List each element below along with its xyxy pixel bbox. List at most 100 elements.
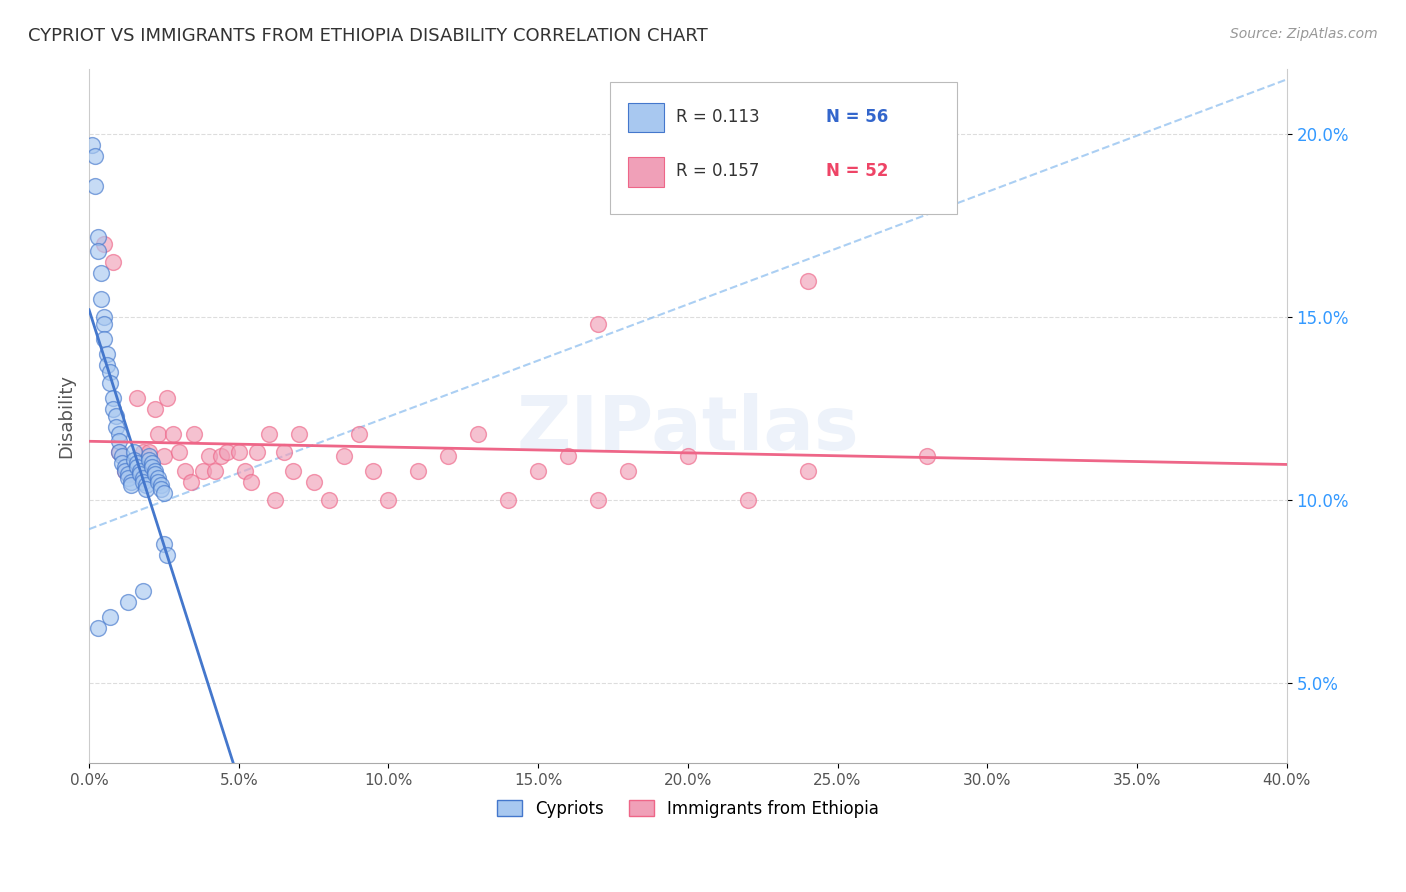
Point <box>796 464 818 478</box>
Point <box>132 475 155 489</box>
Point <box>98 376 121 390</box>
Point <box>233 464 256 478</box>
Point <box>146 427 169 442</box>
Point <box>162 427 184 442</box>
Point <box>111 456 134 470</box>
Point <box>114 464 136 478</box>
Point <box>146 471 169 485</box>
Point <box>129 467 152 482</box>
Point <box>96 346 118 360</box>
Point <box>149 478 172 492</box>
Point <box>105 419 128 434</box>
FancyBboxPatch shape <box>628 103 664 132</box>
Point <box>173 464 195 478</box>
Point <box>135 478 157 492</box>
Point <box>84 149 107 163</box>
Legend: Cypriots, Immigrants from Ethiopia: Cypriots, Immigrants from Ethiopia <box>491 793 886 824</box>
Point <box>143 401 166 416</box>
Point <box>363 464 385 478</box>
Point <box>80 138 103 153</box>
Point <box>156 391 179 405</box>
Point <box>557 449 579 463</box>
Point <box>377 492 399 507</box>
Point <box>246 445 269 459</box>
Point <box>117 467 139 482</box>
Point <box>257 427 280 442</box>
Point <box>98 610 121 624</box>
Point <box>143 464 166 478</box>
FancyBboxPatch shape <box>610 82 957 214</box>
Text: R = 0.113: R = 0.113 <box>676 108 759 126</box>
Point <box>676 449 699 463</box>
Point <box>737 492 759 507</box>
Point <box>125 391 148 405</box>
Point <box>114 464 136 478</box>
Point <box>796 274 818 288</box>
Point <box>98 365 121 379</box>
Point <box>132 464 155 478</box>
Point <box>141 456 163 470</box>
Text: ZIPatlas: ZIPatlas <box>516 393 859 467</box>
Point <box>153 537 176 551</box>
Point <box>132 445 155 459</box>
Point <box>138 449 160 463</box>
Point <box>105 409 128 423</box>
FancyBboxPatch shape <box>628 157 664 186</box>
Point <box>84 178 107 193</box>
Point <box>239 475 262 489</box>
Point <box>332 449 354 463</box>
Text: CYPRIOT VS IMMIGRANTS FROM ETHIOPIA DISABILITY CORRELATION CHART: CYPRIOT VS IMMIGRANTS FROM ETHIOPIA DISA… <box>28 27 707 45</box>
Point <box>191 464 214 478</box>
Point <box>437 449 460 463</box>
Point <box>132 471 155 485</box>
Point <box>917 449 939 463</box>
Point <box>108 434 131 449</box>
Point <box>93 310 115 325</box>
Point <box>138 452 160 467</box>
Point <box>101 391 124 405</box>
Point <box>117 471 139 485</box>
Point <box>93 237 115 252</box>
Point <box>318 492 340 507</box>
Point <box>215 445 238 459</box>
Point <box>408 464 430 478</box>
Point <box>90 292 112 306</box>
Text: N = 52: N = 52 <box>825 162 889 180</box>
Text: R = 0.157: R = 0.157 <box>676 162 759 180</box>
Point <box>122 452 145 467</box>
Point <box>209 449 232 463</box>
Point <box>135 482 157 496</box>
Point <box>129 464 152 478</box>
Point <box>143 467 166 482</box>
Point <box>117 595 139 609</box>
Point <box>93 332 115 346</box>
Point <box>302 475 325 489</box>
Point <box>228 445 250 459</box>
Point <box>125 456 148 470</box>
Point <box>204 464 226 478</box>
Point <box>586 492 609 507</box>
Point <box>108 445 131 459</box>
Point <box>96 358 118 372</box>
Point <box>167 445 190 459</box>
Point <box>111 449 134 463</box>
Point <box>467 427 489 442</box>
Point <box>287 427 309 442</box>
Point <box>149 482 172 496</box>
Point <box>114 460 136 475</box>
Point <box>101 401 124 416</box>
Point <box>198 449 221 463</box>
Point <box>617 464 640 478</box>
Text: N = 56: N = 56 <box>825 108 887 126</box>
Point <box>108 427 131 442</box>
Point <box>87 244 110 259</box>
Point <box>122 445 145 459</box>
Point <box>273 445 295 459</box>
Point <box>183 427 205 442</box>
Point <box>347 427 370 442</box>
Y-axis label: Disability: Disability <box>58 374 75 458</box>
Point <box>141 460 163 475</box>
Point <box>122 467 145 482</box>
Point <box>90 266 112 280</box>
Point <box>101 255 124 269</box>
